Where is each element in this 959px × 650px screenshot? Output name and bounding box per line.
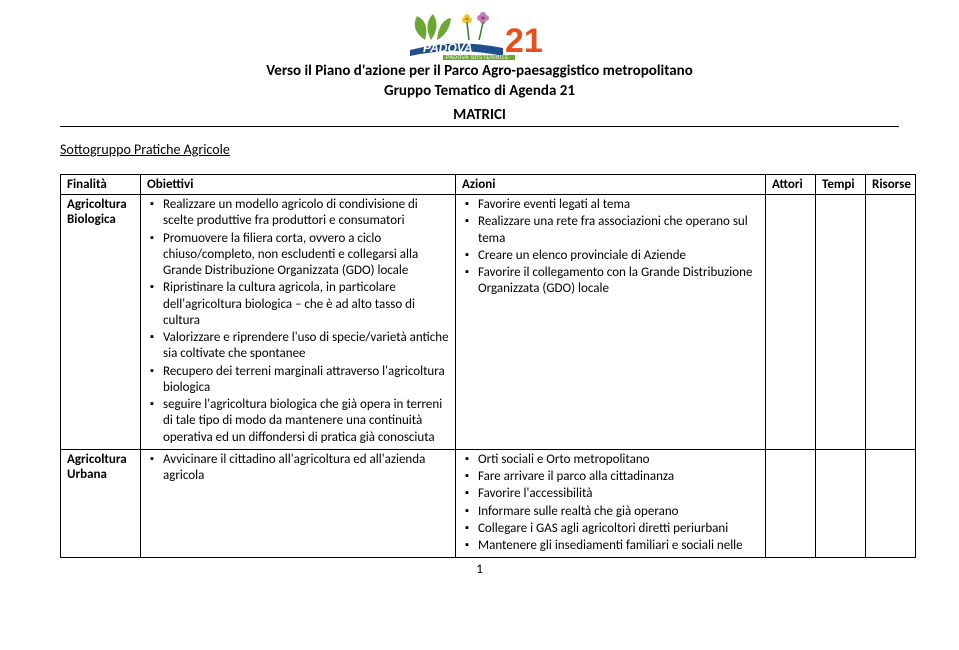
cell-attori [766,195,816,450]
col-finalita: Finalità [61,175,141,195]
col-attori: Attori [766,175,816,195]
cell-finalita: Agricoltura Biologica [61,195,141,450]
cell-obiettivi: Avvicinare il cittadino all'agricoltura … [141,449,456,558]
cell-tempi [816,449,866,558]
list-item: Favorire eventi legati al tema [462,197,759,213]
list-item: Informare sulle realtà che già operano [462,504,759,520]
list-item: Recupero dei terreni marginali attravers… [147,364,449,397]
obiettivi-list: Avvicinare il cittadino all'agricoltura … [147,452,449,485]
svg-text:PADOVA SOSTENIBILE: PADOVA SOSTENIBILE [446,55,509,60]
doc-title-line1: Verso il Piano d'azione per il Parco Agr… [60,62,899,80]
cell-risorse [866,449,916,558]
col-azioni: Azioni [456,175,766,195]
cell-risorse [866,195,916,450]
padova21-logo: PADOVA 21 PADOVA SOSTENIBILE [405,10,555,60]
cell-tempi [816,195,866,450]
matrix-table: Finalità Obiettivi Azioni Attori Tempi R… [60,174,916,558]
doc-title-line3: MATRICI [60,106,899,124]
table-row: Agricoltura Biologica Realizzare un mode… [61,195,916,450]
subgroup-heading: Sottogruppo Pratiche Agricole [60,141,899,158]
obiettivi-list: Realizzare un modello agricolo di condiv… [147,197,449,446]
cell-obiettivi: Realizzare un modello agricolo di condiv… [141,195,456,450]
page-number: 1 [60,562,899,577]
list-item: Mantenere gli insediamenti familiari e s… [462,538,759,554]
table-body: Agricoltura Biologica Realizzare un mode… [61,195,916,558]
list-item: seguire l'agricoltura biologica che già … [147,397,449,446]
list-item: Realizzare un modello agricolo di condiv… [147,197,449,230]
header-rule [60,126,899,127]
doc-title-line2: Gruppo Tematico di Agenda 21 [60,82,899,100]
list-item: Creare un elenco provinciale di Aziende [462,248,759,264]
list-item: Ripristinare la cultura agricola, in par… [147,280,449,329]
cell-azioni: Orti sociali e Orto metropolitano Fare a… [456,449,766,558]
list-item: Realizzare una rete fra associazioni che… [462,214,759,247]
col-risorse: Risorse [866,175,916,195]
cell-azioni: Favorire eventi legati al tema Realizzar… [456,195,766,450]
col-obiettivi: Obiettivi [141,175,456,195]
cell-finalita: Agricoltura Urbana [61,449,141,558]
list-item: Fare arrivare il parco alla cittadinanza [462,469,759,485]
list-item: Orti sociali e Orto metropolitano [462,452,759,468]
list-item: Favorire il collegamento con la Grande D… [462,265,759,298]
list-item: Valorizzare e riprendere l'uso di specie… [147,330,449,363]
azioni-list: Orti sociali e Orto metropolitano Fare a… [462,452,759,555]
col-tempi: Tempi [816,175,866,195]
svg-text:21: 21 [505,22,543,60]
table-header-row: Finalità Obiettivi Azioni Attori Tempi R… [61,175,916,195]
list-item: Collegare i GAS agli agricoltori diretti… [462,521,759,537]
list-item: Promuovere la filiera corta, ovvero a ci… [147,231,449,280]
list-item: Avvicinare il cittadino all'agricoltura … [147,452,449,485]
list-item: Favorire l'accessibilità [462,486,759,502]
table-row: Agricoltura Urbana Avvicinare il cittadi… [61,449,916,558]
azioni-list: Favorire eventi legati al tema Realizzar… [462,197,759,298]
logo-container: PADOVA 21 PADOVA SOSTENIBILE [60,10,899,60]
svg-text:PADOVA: PADOVA [423,41,473,55]
cell-attori [766,449,816,558]
